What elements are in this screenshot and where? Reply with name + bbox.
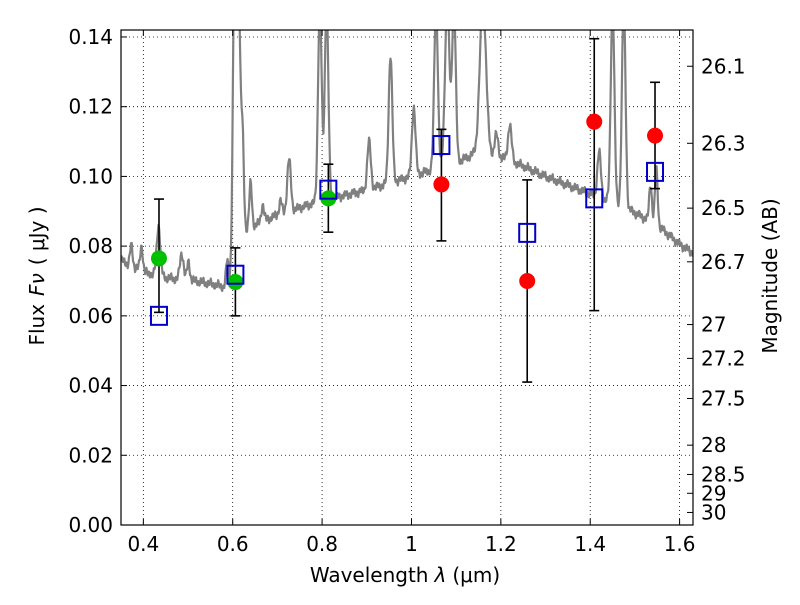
y-tick-label: 0.10 [68,164,113,188]
x-tick-label: 1.2 [485,532,517,556]
right-tick-label: 26.7 [701,250,746,274]
right-tick-label: 30 [701,500,726,524]
data-point-circle [519,272,536,289]
y-tick-label: 0.04 [68,374,113,398]
x-tick-label: 1.6 [664,532,696,556]
data-point-square [432,135,451,156]
spectrum-line [121,30,693,293]
data-point-circle [227,274,244,291]
x-tick-label: 0.6 [217,532,249,556]
data-point-circle [433,176,450,193]
right-tick-label: 27.2 [701,346,746,370]
x-tick-label: 1.4 [574,532,606,556]
data-point-circle [586,113,603,130]
y-tick-label: 0.00 [68,513,113,537]
data-point-circle [647,127,664,144]
right-tick-label: 28.5 [701,462,746,486]
right-tick-label: 26.5 [701,196,746,220]
y-tick-label: 0.08 [68,234,113,258]
x-tick-label: 0.4 [127,532,159,556]
y-axis-label: FluxFν( μJy ) [25,206,49,345]
right-tick-label: 27 [701,313,726,337]
data-point-square [585,188,604,209]
plot-frame [120,29,694,526]
y-tick-label: 0.06 [68,304,113,328]
y-axis-right-label: Magnitude (AB) [758,198,782,353]
x-axis-label: Wavelength λ (μm) [310,563,500,587]
data-point-circle [150,250,167,267]
point-layer [149,113,665,326]
axes-layer: 0.4 0.6 0.8 1 1.2 1.4 1.6 0.00 0.02 0.04 0.06 0.08 0… [68,25,745,556]
y-tick-label: 0.14 [68,25,113,49]
data-point-square [149,305,168,326]
right-tick-label: 27.5 [701,386,746,410]
x-tick-label: 0.8 [306,532,338,556]
right-tick-label: 26.1 [701,54,746,78]
data-point-square [226,264,245,285]
spectrum-layer [121,30,693,293]
y-tick-label: 0.12 [68,95,113,119]
y-tick-label: 0.02 [68,443,113,467]
x-tick-label: 1 [405,532,418,556]
data-point-square [646,161,665,182]
right-tick-label: 26.3 [701,131,746,155]
data-point-square [518,222,537,243]
right-tick-label: 28 [701,433,726,457]
data-point-square [319,179,338,200]
right-tick-label: 29 [701,481,726,505]
